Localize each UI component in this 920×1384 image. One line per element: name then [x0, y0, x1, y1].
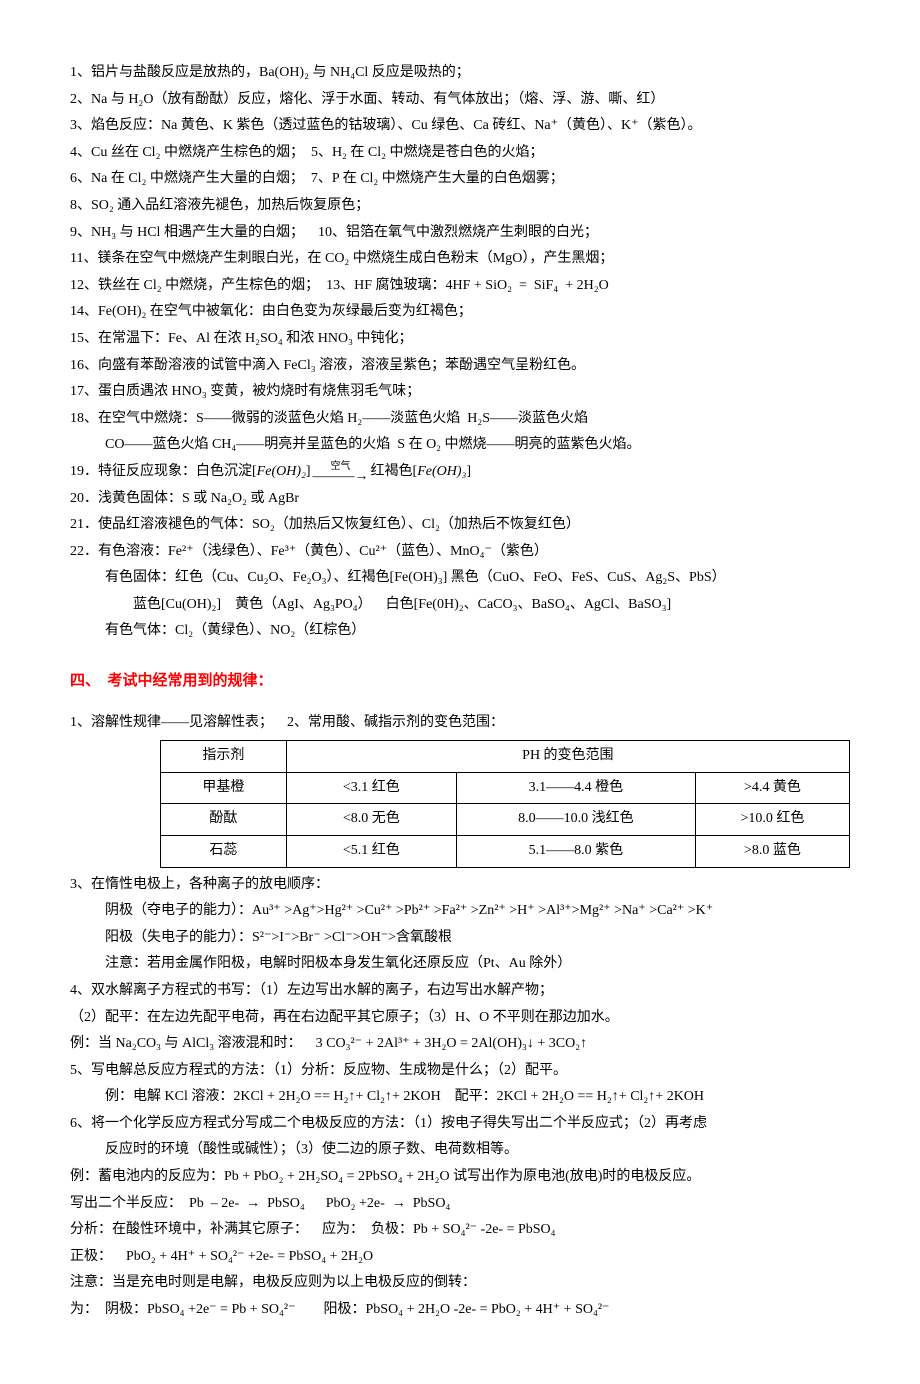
- text-line: 8、SO₂ 通入品红溶液先褪色，加热后恢复原色；: [70, 193, 850, 220]
- text-line: 17、蛋白质遇浓 HNO₃ 变黄，被灼烧时有烧焦羽毛气味；: [70, 379, 850, 406]
- table-header: 指示剂: [161, 741, 287, 773]
- table-cell: <3.1 红色: [286, 772, 456, 804]
- text-line: 1、溶解性规律——见溶解性表； 2、常用酸、碱指示剂的变色范围：: [70, 710, 850, 737]
- text-line: 有色固体：红色（Cu、Cu₂O、Fe₂O₃）、红褐色[Fe(OH)₃] 黑色（C…: [70, 565, 850, 592]
- text-line: （2）配平：在左边先配平电荷，再在右边配平其它原子；（3）H、O 不平则在那边加…: [70, 1005, 850, 1032]
- table-cell: 5.1——8.0 紫色: [456, 835, 695, 867]
- section-heading: 四、 考试中经常用到的规律：: [70, 667, 850, 696]
- text-line: 蓝色[Cu(OH)₂] 黄色（AgI、Ag₃PO₄） 白色[Fe(0H)₂、Ca…: [70, 592, 850, 619]
- text-line: 例：当 Na₂CO₃ 与 AlCl₃ 溶液混和时： 3 CO₃²⁻ + 2Al³…: [70, 1031, 850, 1058]
- text-line: 1、铝片与盐酸反应是放热的，Ba(OH)₂ 与 NH₄Cl 反应是吸热的；: [70, 60, 850, 87]
- text-line: 反应时的环境（酸性或碱性）；（3）使二边的原子数、电荷数相等。: [70, 1137, 850, 1164]
- text-line: 12、铁丝在 Cl₂ 中燃烧，产生棕色的烟； 13、HF 腐蚀玻璃：4HF + …: [70, 273, 850, 300]
- text-line: 16、向盛有苯酚溶液的试管中滴入 FeCl₃ 溶液，溶液呈紫色；苯酚遇空气呈粉红…: [70, 353, 850, 380]
- text-line: 写出二个半反应： Pb – 2e- → PbSO₄ PbO₂ +2e- → Pb…: [70, 1191, 850, 1218]
- table-cell: >4.4 黄色: [695, 772, 849, 804]
- text-line: 5、写电解总反应方程式的方法：（1）分析：反应物、生成物是什么；（2）配平。: [70, 1058, 850, 1085]
- table-cell: >8.0 蓝色: [695, 835, 849, 867]
- text-line: 正极： PbO₂ + 4H⁺ + SO₄²⁻ +2e- = PbSO₄ + 2H…: [70, 1244, 850, 1271]
- text-line: 3、在惰性电极上，各种离子的放电顺序：: [70, 872, 850, 899]
- table-header: PH 的变色范围: [286, 741, 849, 773]
- indicator-table: 指示剂PH 的变色范围甲基橙<3.1 红色3.1——4.4 橙色>4.4 黄色酚…: [160, 740, 850, 867]
- table-cell: >10.0 红色: [695, 804, 849, 836]
- text-line: 例：蓄电池内的反应为：Pb + PbO₂ + 2H₂SO₄ = 2PbSO₄ +…: [70, 1164, 850, 1191]
- text-line: CO——蓝色火焰 CH₄——明亮并呈蓝色的火焰 S 在 O₂ 中燃烧——明亮的蓝…: [70, 432, 850, 459]
- text-line: 19．特征反应现象：白色沉淀[Fe(OH)₂]空气———→红褐色[Fe(OH)₃…: [70, 459, 850, 486]
- table-cell: <8.0 无色: [286, 804, 456, 836]
- text-line: 4、双水解离子方程式的书写：（1）左边写出水解的离子，右边写出水解产物；: [70, 978, 850, 1005]
- text-line: 18、在空气中燃烧：S——微弱的淡蓝色火焰 H₂——淡蓝色火焰 H₂S——淡蓝色…: [70, 406, 850, 433]
- table-row: 石蕊<5.1 红色5.1——8.0 紫色>8.0 蓝色: [161, 835, 850, 867]
- text-line: 阳极（失电子的能力）：S²⁻>I⁻>Br⁻ >Cl⁻>OH⁻>含氧酸根: [70, 925, 850, 952]
- table-cell: <5.1 红色: [286, 835, 456, 867]
- text-line: 注意：当是充电时则是电解，电极反应则为以上电极反应的倒转：: [70, 1270, 850, 1297]
- table-cell: 8.0——10.0 浅红色: [456, 804, 695, 836]
- text-line: 分析：在酸性环境中，补满其它原子： 应为： 负极：Pb + SO₄²⁻ -2e-…: [70, 1217, 850, 1244]
- text-line: 注意：若用金属作阳极，电解时阳极本身发生氧化还原反应（Pt、Au 除外）: [70, 951, 850, 978]
- table-cell: 甲基橙: [161, 772, 287, 804]
- text-line: 9、NH₃ 与 HCl 相遇产生大量的白烟； 10、铝箔在氧气中激烈燃烧产生刺眼…: [70, 220, 850, 247]
- text-line: 2、Na 与 H₂O（放有酚酞）反应，熔化、浮于水面、转动、有气体放出；（熔、浮…: [70, 87, 850, 114]
- text-line: 15、在常温下：Fe、Al 在浓 H₂SO₄ 和浓 HNO₃ 中钝化；: [70, 326, 850, 353]
- table-row: 甲基橙<3.1 红色3.1——4.4 橙色>4.4 黄色: [161, 772, 850, 804]
- table-row: 酚酞<8.0 无色8.0——10.0 浅红色>10.0 红色: [161, 804, 850, 836]
- table-cell: 石蕊: [161, 835, 287, 867]
- text-line: 为： 阴极：PbSO₄ +2e⁻ = Pb + SO₄²⁻ 阳极：PbSO₄ +…: [70, 1297, 850, 1324]
- text-line: 例：电解 KCl 溶液：2KCl + 2H₂O == H₂↑+ Cl₂↑+ 2K…: [70, 1084, 850, 1111]
- text-line: 11、镁条在空气中燃烧产生刺眼白光，在 CO₂ 中燃烧生成白色粉末（MgO），产…: [70, 246, 850, 273]
- text-line: 6、将一个化学反应方程式分写成二个电极反应的方法：（1）按电子得失写出二个半反应…: [70, 1111, 850, 1138]
- text-line: 4、Cu 丝在 Cl₂ 中燃烧产生棕色的烟； 5、H₂ 在 Cl₂ 中燃烧是苍白…: [70, 140, 850, 167]
- text-line: 21．使品红溶液褪色的气体：SO₂（加热后又恢复红色）、Cl₂（加热后不恢复红色…: [70, 512, 850, 539]
- text-line: 有色气体：Cl₂（黄绿色）、NO₂（红棕色）: [70, 618, 850, 645]
- text-line: 20．浅黄色固体：S 或 Na₂O₂ 或 AgBr: [70, 486, 850, 513]
- text-line: 阴极（夺电子的能力）：Au³⁺ >Ag⁺>Hg²⁺ >Cu²⁺ >Pb²⁺ >F…: [70, 898, 850, 925]
- table-cell: 酚酞: [161, 804, 287, 836]
- text-line: 14、Fe(OH)₂ 在空气中被氧化：由白色变为灰绿最后变为红褐色；: [70, 299, 850, 326]
- text-line: 22．有色溶液：Fe²⁺（浅绿色）、Fe³⁺（黄色）、Cu²⁺（蓝色）、MnO₄…: [70, 539, 850, 566]
- text-line: 6、Na 在 Cl₂ 中燃烧产生大量的白烟； 7、P 在 Cl₂ 中燃烧产生大量…: [70, 166, 850, 193]
- table-cell: 3.1——4.4 橙色: [456, 772, 695, 804]
- text-line: 3、焰色反应：Na 黄色、K 紫色（透过蓝色的钴玻璃）、Cu 绿色、Ca 砖红、…: [70, 113, 850, 140]
